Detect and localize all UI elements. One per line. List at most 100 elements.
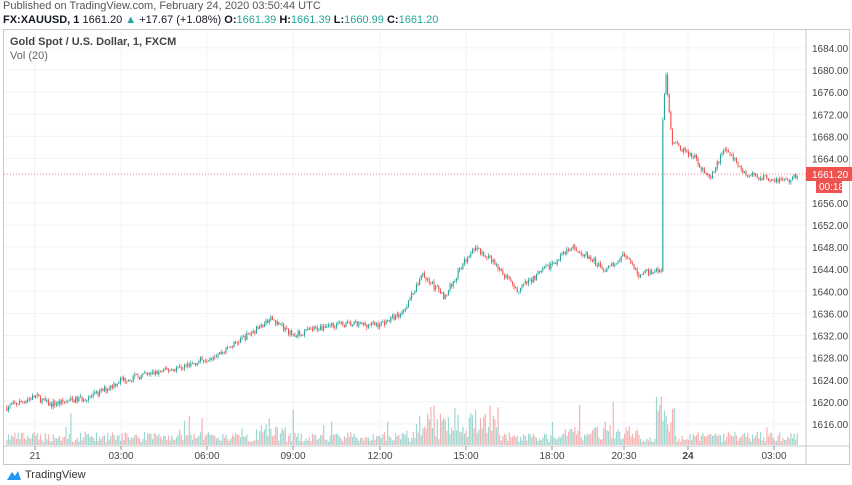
candle [638, 274, 640, 277]
candle [422, 272, 424, 276]
candle [311, 328, 313, 331]
price-tick-label: 1652.00 [812, 221, 849, 232]
candle [518, 291, 520, 293]
volume-bar [675, 435, 677, 445]
volume-bar [713, 435, 715, 445]
volume-bar [497, 407, 499, 445]
candle [495, 264, 497, 266]
volume-bar [374, 439, 376, 445]
volume-bar [556, 439, 558, 445]
volume-bar [627, 430, 629, 445]
volume-bar [287, 435, 290, 445]
candle [100, 389, 102, 391]
volume-bar [739, 437, 741, 445]
volume-bar [691, 439, 693, 445]
volume-bar [355, 437, 357, 445]
candle [780, 178, 782, 180]
candle [6, 407, 8, 411]
volume-bar [681, 435, 683, 445]
candle [775, 178, 777, 182]
volume-bar [380, 438, 382, 445]
candle [22, 401, 24, 403]
chart-frame[interactable] [3, 29, 850, 465]
volume-bar [47, 434, 50, 445]
volume-bar [318, 438, 320, 445]
volume-bar [612, 401, 614, 445]
candle [411, 293, 413, 299]
price-tick-label: 1636.00 [812, 309, 849, 320]
candle [67, 400, 69, 402]
candle [366, 325, 368, 328]
volume-bar [761, 440, 763, 445]
price-tick-label: 1620.00 [812, 398, 849, 409]
volume-bar [51, 441, 53, 445]
volume-bar [505, 434, 507, 445]
volume-bar [414, 438, 416, 445]
candle [307, 329, 309, 331]
volume-bar [628, 426, 630, 445]
volume-bar [62, 437, 64, 445]
volume-bar [25, 439, 27, 445]
volume-bar [473, 428, 475, 445]
candle [169, 370, 171, 372]
candle [515, 287, 517, 289]
price-tick-label: 1640.00 [812, 287, 849, 298]
candle [268, 319, 270, 323]
candle [567, 249, 569, 251]
volume-bar [225, 434, 227, 445]
volume-bar [95, 432, 98, 445]
candle [777, 178, 779, 182]
candle [396, 313, 398, 317]
candle [409, 298, 411, 301]
candle [118, 383, 120, 384]
candle [89, 396, 91, 398]
volume-bar [529, 433, 531, 445]
volume-bar [708, 434, 710, 445]
volume-bar [777, 435, 779, 445]
volume-bar [222, 433, 224, 445]
candle [764, 175, 766, 177]
candle [676, 142, 678, 144]
volume-bar [511, 436, 514, 445]
volume-bar [241, 428, 243, 445]
candle [318, 330, 320, 331]
volume-bar [561, 434, 563, 445]
candle [470, 252, 472, 257]
volume-bar [353, 433, 355, 445]
volume-bar [148, 433, 150, 445]
candle [127, 379, 129, 382]
volume-bar [649, 437, 651, 445]
candle [44, 398, 46, 402]
candle [750, 175, 752, 177]
volume-bar [403, 433, 405, 445]
candle [673, 142, 675, 145]
candle [548, 264, 550, 270]
volume-bar [748, 437, 750, 445]
volume-bar [787, 436, 789, 445]
volume-bar [606, 430, 608, 445]
candle [7, 406, 9, 411]
candle [697, 158, 699, 165]
candle [483, 251, 485, 256]
volume-bar [139, 438, 141, 445]
candle [252, 331, 254, 334]
candle [473, 249, 475, 251]
candle [374, 321, 376, 325]
volume-bar [415, 423, 418, 445]
volume-bar [595, 427, 597, 445]
candle [407, 300, 409, 307]
volume-bar [420, 435, 422, 445]
volume-bar [182, 440, 184, 445]
volume-bar [78, 441, 80, 445]
volume-bar [676, 441, 678, 445]
candle [751, 172, 753, 176]
volume-bar [52, 434, 54, 445]
footer-brand[interactable]: TradingView [6, 469, 86, 481]
volume-bar [577, 430, 579, 445]
candle [183, 365, 185, 369]
candle [399, 314, 401, 318]
volume-bar [695, 434, 698, 445]
candle [265, 320, 267, 325]
candle [75, 396, 77, 403]
